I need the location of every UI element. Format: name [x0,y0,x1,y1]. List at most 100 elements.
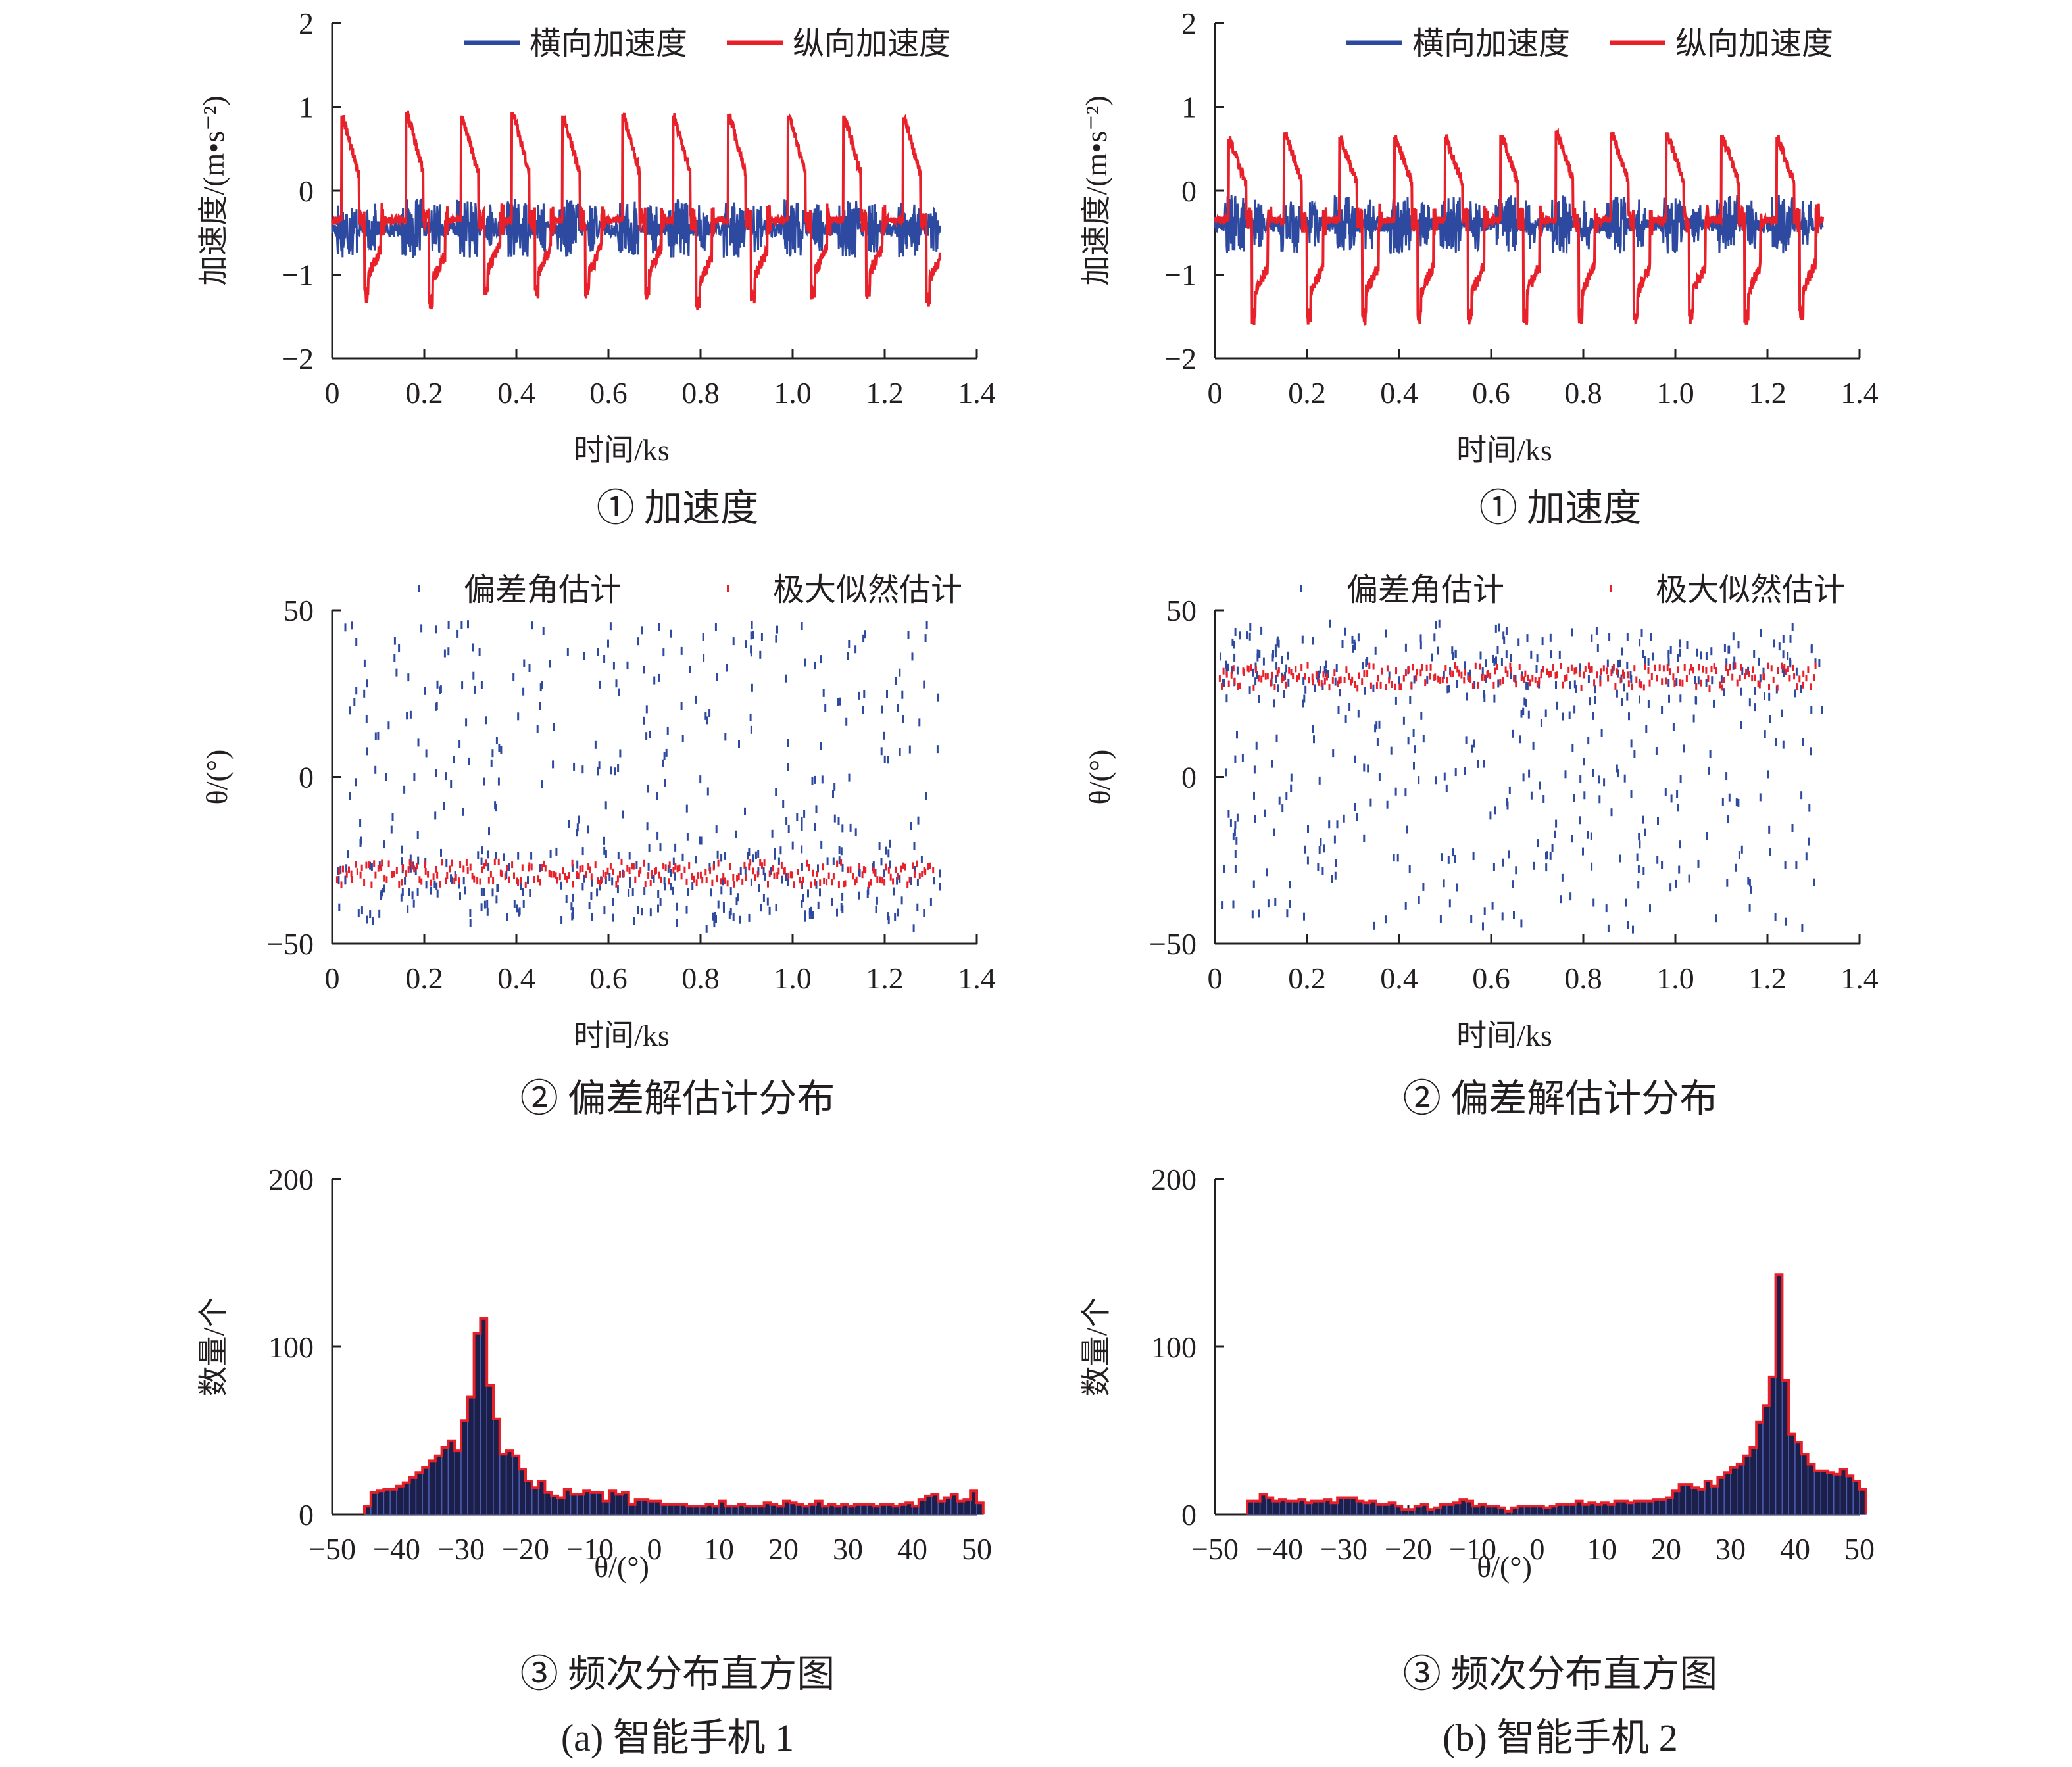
a-2-point-mle [604,871,607,879]
b-3-x-tick-label: 20 [1651,1532,1681,1566]
a-2-point-mle [544,865,547,872]
b-2-point-deviation [1810,645,1813,654]
b-2-point-deviation [1394,696,1397,705]
a-2-point-deviation [363,659,366,667]
b-2-point-deviation [1800,791,1803,800]
b-2-point-deviation [1750,885,1752,894]
a-2-point-mle [868,881,870,888]
b-2-point-deviation [1591,634,1593,642]
b-2-point-deviation [1225,694,1228,703]
b-1-legend-label: 横向加速度 [1412,26,1570,61]
b-2-point-deviation [1805,852,1808,861]
a-2-point-mle [705,877,708,883]
a-2-point-deviation [503,853,505,861]
a-1-x-tick-label: 1.2 [866,376,904,410]
b-2-point-deviation [1378,773,1381,781]
a-2-point-deviation [598,761,601,769]
b-2-point-deviation [1721,798,1724,806]
b-2-point-mle [1477,681,1479,689]
a-2-point-deviation [387,721,390,730]
a-2-point-deviation [936,745,939,754]
b-2-point-mle [1323,677,1326,685]
a-2-point-deviation [732,913,735,921]
b-2-point-deviation [1508,786,1511,794]
a-2-point-deviation [497,777,500,786]
b-2-point-mle [1404,669,1407,677]
a-2-point-deviation [699,836,701,845]
b-2-point-deviation [1670,794,1673,803]
a-2-point-mle [476,877,479,884]
a-2-point-deviation [670,869,672,877]
a-2-point-deviation [911,652,914,661]
a-2-point-deviation [464,886,466,895]
b-2-point-deviation [1301,635,1304,644]
b-2-point-deviation [1740,845,1743,854]
b-3-histogram-bar [1627,1502,1635,1515]
b-2-point-mle [1783,664,1786,671]
a-1-legend-label: 纵向加速度 [793,26,950,61]
b-2-point-deviation [1630,790,1633,798]
a-2-point-deviation [676,919,678,927]
a-2-point-mle [479,878,481,885]
b-2-point-deviation [1594,696,1596,704]
b-2-point-deviation [1802,738,1804,746]
b-2-point-deviation [1510,654,1512,662]
a-2-point-mle [892,878,895,885]
b-2-point-deviation [1284,671,1287,680]
b-2-point-deviation [1775,738,1777,746]
b-2-point-deviation [1253,791,1255,800]
a-2-point-deviation [555,847,558,856]
a-2-point-deviation [487,850,489,859]
b-2-point-mle [1554,671,1557,679]
b-3-histogram-bar [1375,1503,1383,1515]
b-2-point-deviation [1637,881,1640,889]
b-2-point-mle [1776,684,1779,691]
b-2-point-mle [1254,666,1257,673]
a-2-point-mle [548,870,551,877]
b-2-point-deviation [1583,758,1585,766]
b-2-point-mle [1739,674,1741,681]
a-2-point-deviation [739,867,742,875]
a-2-point-mle [695,879,698,886]
a-2-point-deviation [840,903,843,911]
a-2-point-deviation [417,738,420,747]
b-2-point-mle [1529,679,1531,687]
b-2-point-mle [1692,667,1694,674]
b-2-point-deviation [1404,788,1407,797]
a-2-point-deviation [848,773,851,782]
b-2-point-deviation [1337,706,1340,714]
b-2-point-deviation [1285,792,1288,800]
a-2-point-deviation [775,904,777,912]
b-2-point-mle [1509,662,1512,669]
b-2-point-deviation [1274,898,1277,906]
b-2-point-deviation [1647,658,1650,666]
b-2-point-deviation [1640,629,1643,637]
b-2-point-mle [1227,680,1230,687]
b-3-histogram-bar [1304,1502,1312,1515]
a-2-point-deviation [685,804,688,813]
b-2-point-deviation [1328,820,1331,829]
a-2-point-mle [691,873,693,880]
b-2-point-mle [1386,665,1389,672]
a-2-point-mle [599,879,601,886]
b-2-point-deviation [1747,666,1750,675]
b-2-point-mle [1638,681,1640,688]
b-2-point-deviation [1530,791,1533,800]
b-3-histogram-bar [1813,1470,1821,1515]
a-2-point-deviation [910,877,912,885]
a-2-point-mle [449,865,451,873]
a-2-point-mle [840,859,843,866]
a-2-point-deviation [847,652,849,660]
b-2-point-deviation [1740,687,1742,696]
a-2-point-mle [350,870,353,877]
b-3-histogram-bar [1827,1472,1835,1515]
a-2-point-mle [576,871,578,878]
a-2-point-mle [879,876,881,883]
a-2-point-mle [555,872,557,879]
a-2-point-deviation [836,908,838,917]
b-2-point-mle [1715,667,1717,674]
a-2-point-deviation [643,887,646,895]
b-2-x-tick-label: 0.6 [1472,961,1510,995]
b-2-point-deviation [1821,706,1823,714]
b-2-point-deviation [1639,695,1640,704]
